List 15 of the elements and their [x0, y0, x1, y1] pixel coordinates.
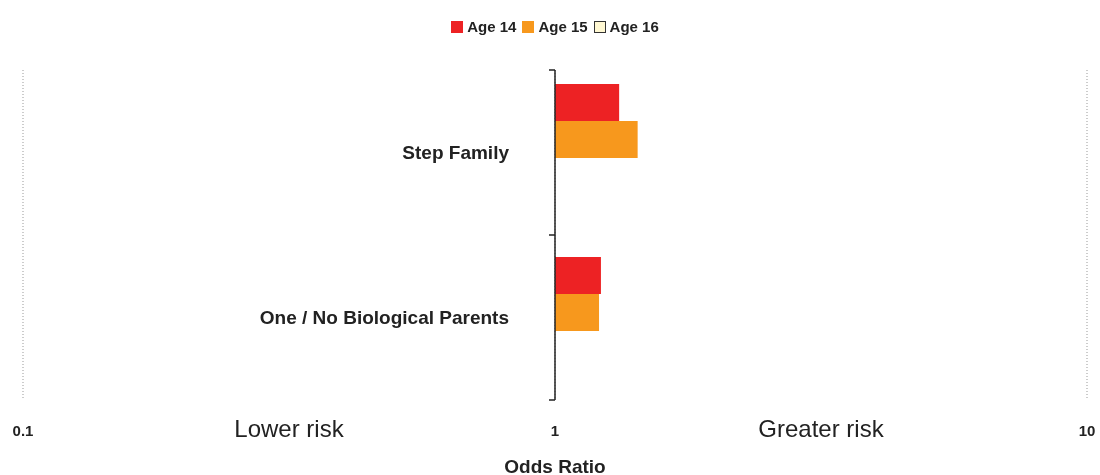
bar	[555, 121, 638, 158]
text: Greater risk	[758, 415, 885, 442]
y-tick-label: Step Family	[402, 141, 510, 163]
text: Lower risk	[234, 415, 345, 442]
bar	[555, 257, 601, 294]
x-axis-title: Odds Ratio	[504, 456, 606, 475]
legend-label: Age 15	[537, 18, 588, 35]
x-tick-label: 1	[550, 422, 560, 439]
y-tick-label: One / No Biological Parents	[259, 306, 509, 328]
x-tick-label: 0.1	[12, 422, 34, 439]
bar	[555, 84, 620, 121]
legend-label: Age 14	[466, 18, 517, 35]
bar	[555, 294, 600, 331]
legend-label: Age 16	[608, 18, 659, 35]
x-tick-label: 10	[1078, 422, 1096, 439]
